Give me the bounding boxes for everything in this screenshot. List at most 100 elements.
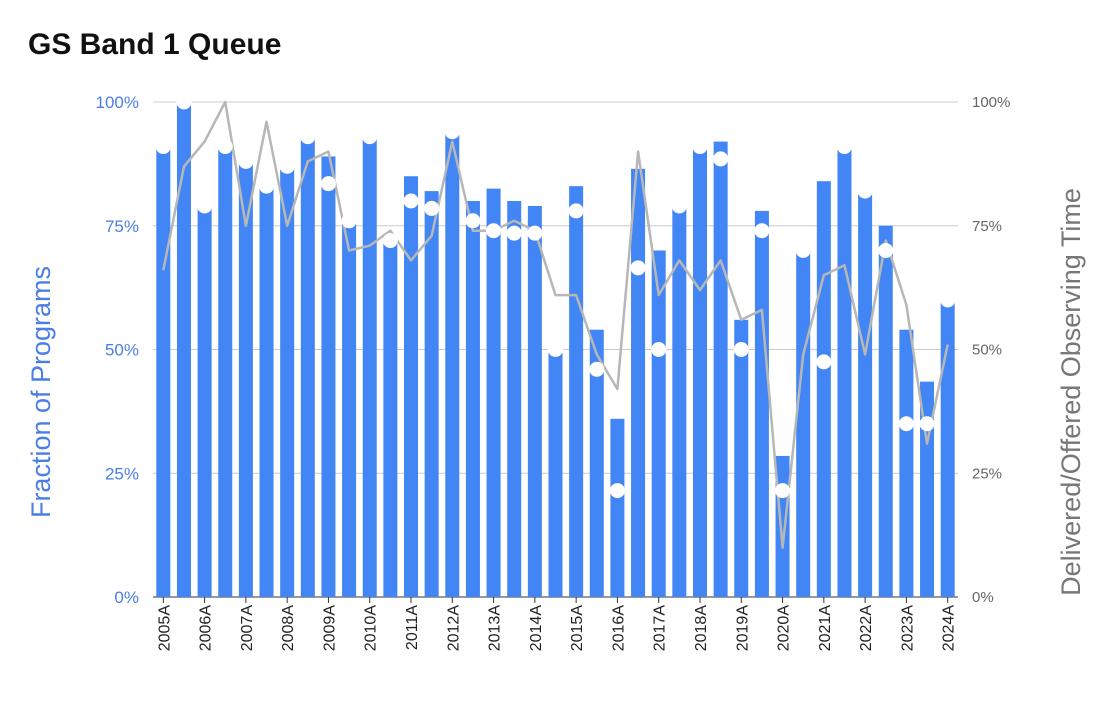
bar xyxy=(280,166,295,597)
x-tick-label: 2021A xyxy=(817,605,834,652)
y-tick-label: 75% xyxy=(105,217,139,236)
data-point xyxy=(548,342,563,357)
bar xyxy=(465,201,480,597)
data-point xyxy=(692,139,708,155)
bar xyxy=(548,349,563,597)
data-point xyxy=(217,139,233,155)
data-point xyxy=(775,483,791,499)
data-point xyxy=(857,183,873,199)
x-tick-label: 2008A xyxy=(280,605,297,652)
bar xyxy=(424,191,439,597)
data-point xyxy=(259,178,275,194)
data-point xyxy=(671,198,687,214)
y2-tick-label: 75% xyxy=(972,218,1002,235)
data-point xyxy=(300,129,316,145)
bar xyxy=(858,191,873,597)
bar xyxy=(342,220,357,598)
data-point xyxy=(816,354,832,370)
data-point xyxy=(279,158,295,174)
bar xyxy=(300,136,315,597)
data-point xyxy=(362,129,378,145)
data-point xyxy=(465,213,481,229)
x-tick-label: 2018A xyxy=(693,605,710,652)
delivered-line-path xyxy=(162,100,949,549)
x-tick-label: 2023A xyxy=(899,605,916,652)
data-point xyxy=(919,416,935,432)
data-point xyxy=(382,233,398,249)
bar xyxy=(816,181,831,597)
data-point xyxy=(176,94,192,110)
bar xyxy=(238,161,253,597)
y2-tick-label: 25% xyxy=(972,465,1002,482)
x-tick-label: 2012A xyxy=(445,605,462,652)
bar xyxy=(610,418,625,597)
data-point xyxy=(527,225,543,241)
data-point xyxy=(568,203,584,219)
bar xyxy=(672,205,687,597)
bar xyxy=(940,300,955,597)
bar xyxy=(259,186,274,597)
data-point xyxy=(754,223,770,239)
chart-title: GS Band 1 Queue xyxy=(28,28,282,61)
bar xyxy=(631,168,646,597)
data-point xyxy=(403,193,419,209)
data-point xyxy=(341,213,357,229)
data-point xyxy=(651,342,667,357)
y2-tick-label: 100% xyxy=(972,94,1010,111)
x-tick-label: 2017A xyxy=(652,605,669,652)
bar xyxy=(589,329,604,597)
bars xyxy=(156,102,955,598)
data-point xyxy=(444,124,460,140)
data-point xyxy=(898,416,914,432)
bar xyxy=(176,102,191,597)
data-point xyxy=(609,483,625,499)
x-tick-label: 2009A xyxy=(321,605,338,652)
y-tick-label: 100% xyxy=(96,93,139,112)
data-point xyxy=(506,225,522,241)
y2-axis-title: Delivered/Offered Observing Time xyxy=(1056,188,1086,596)
bar xyxy=(383,240,398,597)
data-point xyxy=(424,200,440,216)
x-tick-label: 2024A xyxy=(941,605,958,652)
bar xyxy=(899,329,914,597)
data-point xyxy=(713,151,729,167)
data-point xyxy=(238,153,254,169)
bar xyxy=(837,146,852,598)
data-point xyxy=(486,223,502,239)
x-tick-label: 2014A xyxy=(528,605,545,652)
bar xyxy=(651,250,666,597)
axes: 0% 0% 25% 25% 50% 50% 75% 75% 100% 100% 2005A 2006A… xyxy=(96,93,1011,651)
bar xyxy=(404,176,419,597)
bar xyxy=(156,146,171,598)
y-tick-label: 50% xyxy=(105,341,139,360)
data-point xyxy=(630,260,646,276)
x-tick-label: 2011A xyxy=(404,605,421,650)
y-tick-label: 0% xyxy=(114,588,139,607)
data-point xyxy=(197,198,213,214)
bar xyxy=(507,201,522,597)
data-point xyxy=(795,243,811,258)
x-tick-label: 2022A xyxy=(858,605,875,652)
y2-tick-label: 50% xyxy=(972,342,1002,359)
y-axis-title: Fraction of Programs xyxy=(26,266,56,518)
x-tick-label: 2015A xyxy=(569,605,586,652)
y-tick-label: 25% xyxy=(105,464,139,483)
bar xyxy=(692,146,707,598)
x-tick-label: 2005A xyxy=(156,605,173,652)
data-point xyxy=(320,176,336,192)
bar xyxy=(321,156,336,597)
x-tick-label: 2013A xyxy=(487,605,504,652)
bar xyxy=(362,136,377,597)
bar xyxy=(713,141,728,597)
bar xyxy=(796,250,811,597)
bar xyxy=(218,146,233,598)
x-tick-label: 2019A xyxy=(734,605,751,652)
data-point xyxy=(733,342,749,357)
data-point xyxy=(878,243,894,258)
delivered-line xyxy=(162,100,949,549)
bar xyxy=(445,131,460,597)
bar xyxy=(878,225,893,597)
data-point xyxy=(155,139,171,155)
bar xyxy=(569,186,584,597)
